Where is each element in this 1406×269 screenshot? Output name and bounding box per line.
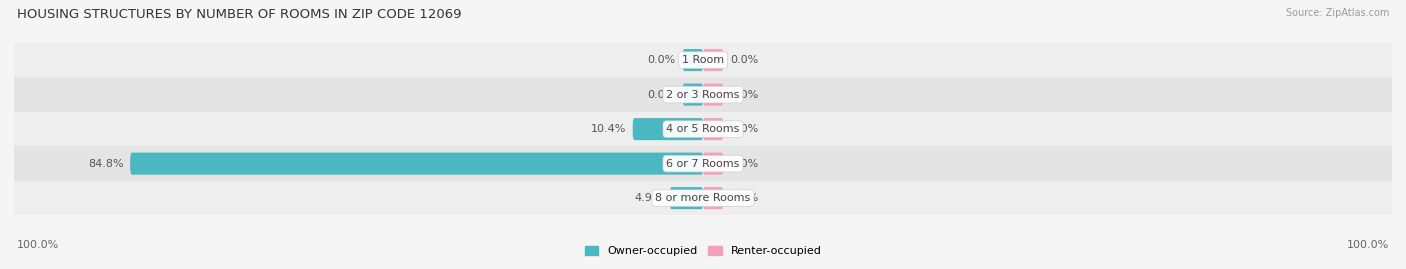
Text: 10.4%: 10.4% <box>591 124 626 134</box>
Text: 84.8%: 84.8% <box>87 159 124 169</box>
Text: 0.0%: 0.0% <box>730 159 758 169</box>
FancyBboxPatch shape <box>703 49 723 71</box>
Text: 2 or 3 Rooms: 2 or 3 Rooms <box>666 90 740 100</box>
Text: 0.0%: 0.0% <box>730 124 758 134</box>
FancyBboxPatch shape <box>14 43 1392 77</box>
FancyBboxPatch shape <box>131 153 703 175</box>
FancyBboxPatch shape <box>703 187 723 209</box>
FancyBboxPatch shape <box>14 77 1392 112</box>
Text: Source: ZipAtlas.com: Source: ZipAtlas.com <box>1285 8 1389 18</box>
Text: 8 or more Rooms: 8 or more Rooms <box>655 193 751 203</box>
Text: 4 or 5 Rooms: 4 or 5 Rooms <box>666 124 740 134</box>
Text: 6 or 7 Rooms: 6 or 7 Rooms <box>666 159 740 169</box>
Text: 0.0%: 0.0% <box>730 193 758 203</box>
FancyBboxPatch shape <box>14 146 1392 181</box>
FancyBboxPatch shape <box>703 84 723 106</box>
Text: 100.0%: 100.0% <box>1347 240 1389 250</box>
FancyBboxPatch shape <box>683 49 703 71</box>
Legend: Owner-occupied, Renter-occupied: Owner-occupied, Renter-occupied <box>581 241 825 261</box>
Text: HOUSING STRUCTURES BY NUMBER OF ROOMS IN ZIP CODE 12069: HOUSING STRUCTURES BY NUMBER OF ROOMS IN… <box>17 8 461 21</box>
Text: 100.0%: 100.0% <box>17 240 59 250</box>
FancyBboxPatch shape <box>703 118 723 140</box>
FancyBboxPatch shape <box>633 118 703 140</box>
Text: 1 Room: 1 Room <box>682 55 724 65</box>
Text: 0.0%: 0.0% <box>648 90 676 100</box>
FancyBboxPatch shape <box>703 153 723 175</box>
FancyBboxPatch shape <box>683 84 703 106</box>
Text: 0.0%: 0.0% <box>648 55 676 65</box>
FancyBboxPatch shape <box>14 112 1392 146</box>
FancyBboxPatch shape <box>669 187 703 209</box>
Text: 0.0%: 0.0% <box>730 55 758 65</box>
Text: 4.9%: 4.9% <box>634 193 664 203</box>
Text: 0.0%: 0.0% <box>730 90 758 100</box>
FancyBboxPatch shape <box>14 181 1392 215</box>
